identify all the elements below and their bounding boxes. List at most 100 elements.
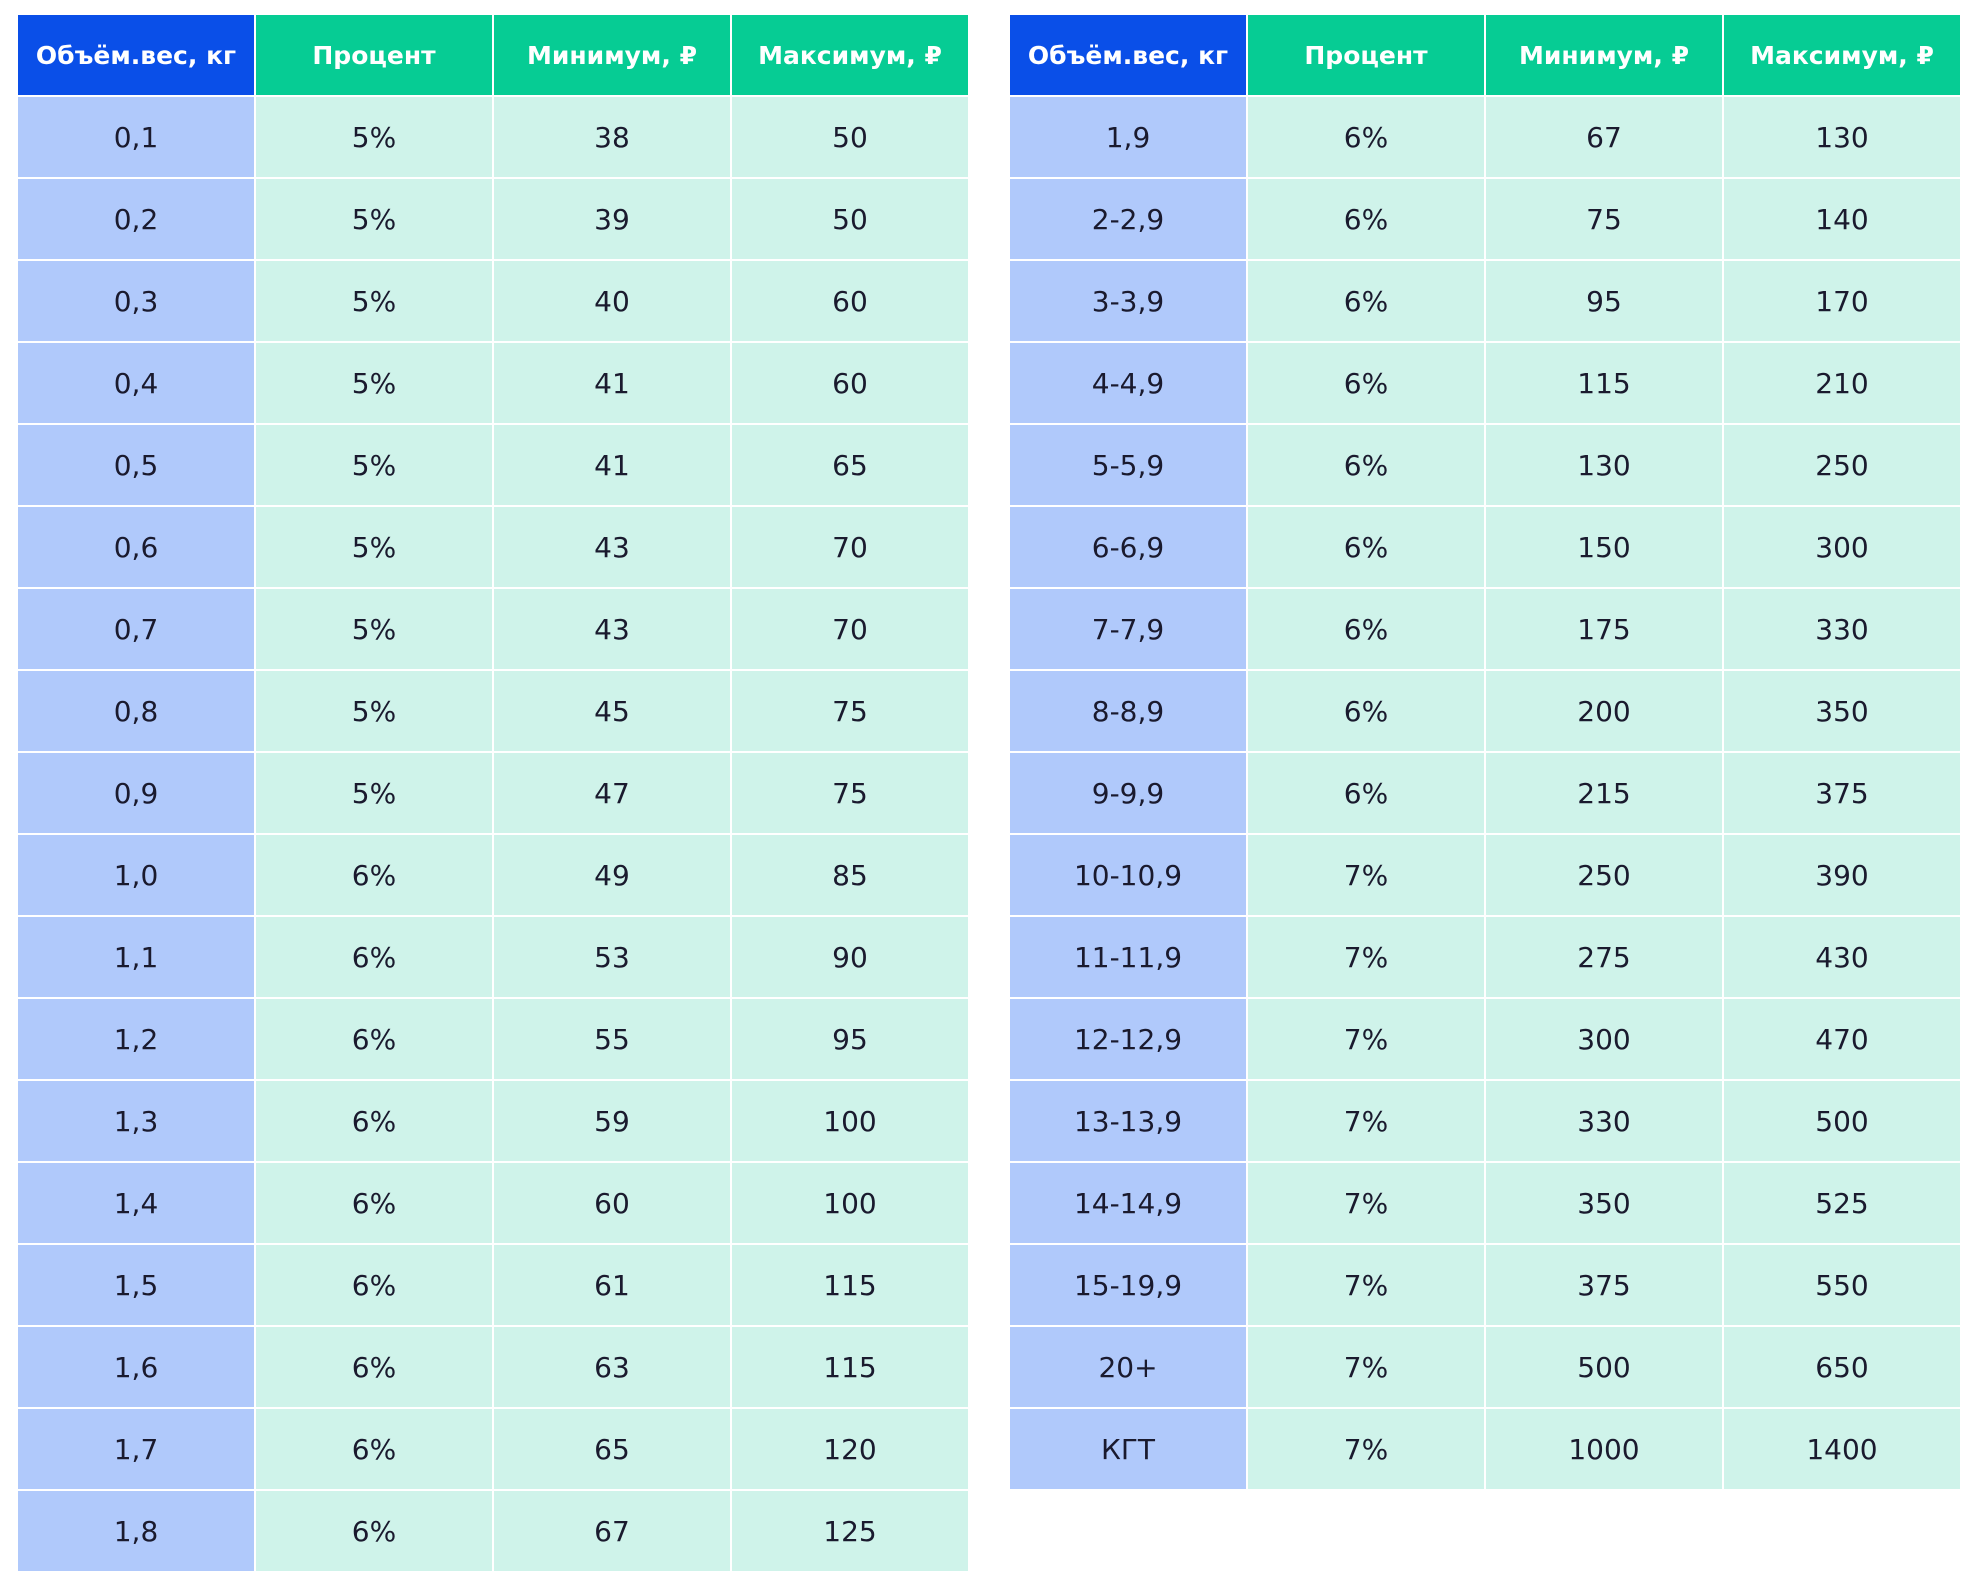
maximum-cell: 120 — [732, 1409, 968, 1489]
table-row: 4-4,9 6% 115 210 — [1010, 343, 1960, 423]
weight-cell: 0,1 — [18, 97, 254, 177]
percent-cell: 6% — [1248, 343, 1484, 423]
minimum-cell: 45 — [494, 671, 730, 751]
maximum-cell: 390 — [1724, 835, 1960, 915]
maximum-cell: 95 — [732, 999, 968, 1079]
table-row: 11-11,9 7% 275 430 — [1010, 917, 1960, 997]
table-row: 1,1 6% 53 90 — [18, 917, 968, 997]
table-row: 13-13,9 7% 330 500 — [1010, 1081, 1960, 1161]
maximum-cell: 125 — [732, 1491, 968, 1571]
percent-cell: 6% — [256, 917, 492, 997]
percent-cell: 6% — [256, 1245, 492, 1325]
minimum-cell: 67 — [1486, 97, 1722, 177]
minimum-cell: 61 — [494, 1245, 730, 1325]
weight-cell: 0,8 — [18, 671, 254, 751]
weight-cell: 1,1 — [18, 917, 254, 997]
weight-cell: 10-10,9 — [1010, 835, 1246, 915]
maximum-cell: 100 — [732, 1163, 968, 1243]
maximum-cell: 525 — [1724, 1163, 1960, 1243]
weight-cell: 7-7,9 — [1010, 589, 1246, 669]
percent-cell: 5% — [256, 97, 492, 177]
maximum-cell: 75 — [732, 753, 968, 833]
minimum-cell: 115 — [1486, 343, 1722, 423]
maximum-cell: 470 — [1724, 999, 1960, 1079]
table-row: 0,3 5% 40 60 — [18, 261, 968, 341]
minimum-cell: 200 — [1486, 671, 1722, 751]
header-minimum: Минимум, ₽ — [494, 15, 730, 95]
percent-cell: 6% — [256, 1081, 492, 1161]
weight-cell: 1,5 — [18, 1245, 254, 1325]
maximum-cell: 170 — [1724, 261, 1960, 341]
header-percent: Процент — [256, 15, 492, 95]
percent-cell: 6% — [1248, 261, 1484, 341]
minimum-cell: 43 — [494, 507, 730, 587]
minimum-cell: 41 — [494, 425, 730, 505]
minimum-cell: 350 — [1486, 1163, 1722, 1243]
weight-cell: 1,6 — [18, 1327, 254, 1407]
rate-table-left: Объём.вес, кг Процент Минимум, ₽ Максимум, … — [16, 13, 970, 1573]
percent-cell: 6% — [256, 835, 492, 915]
percent-cell: 6% — [256, 1491, 492, 1571]
table-row: 6-6,9 6% 150 300 — [1010, 507, 1960, 587]
minimum-cell: 215 — [1486, 753, 1722, 833]
minimum-cell: 300 — [1486, 999, 1722, 1079]
percent-cell: 5% — [256, 589, 492, 669]
table-header: Объём.вес, кг Процент Минимум, ₽ Максимум, … — [18, 15, 968, 95]
percent-cell: 6% — [1248, 507, 1484, 587]
table-row: 8-8,9 6% 200 350 — [1010, 671, 1960, 751]
maximum-cell: 60 — [732, 343, 968, 423]
table-row: 9-9,9 6% 215 375 — [1010, 753, 1960, 833]
table-body: 0,1 5% 38 50 0,2 5% 39 50 0,3 5% 40 60 0,4 5% 41 60 0,5 5… — [18, 97, 968, 1571]
weight-cell: 8-8,9 — [1010, 671, 1246, 751]
minimum-cell: 39 — [494, 179, 730, 259]
minimum-cell: 49 — [494, 835, 730, 915]
weight-cell: 4-4,9 — [1010, 343, 1246, 423]
header-weight: Объём.вес, кг — [18, 15, 254, 95]
percent-cell: 6% — [1248, 671, 1484, 751]
maximum-cell: 115 — [732, 1245, 968, 1325]
maximum-cell: 85 — [732, 835, 968, 915]
minimum-cell: 330 — [1486, 1081, 1722, 1161]
maximum-cell: 65 — [732, 425, 968, 505]
percent-cell: 6% — [1248, 753, 1484, 833]
percent-cell: 6% — [1248, 589, 1484, 669]
maximum-cell: 650 — [1724, 1327, 1960, 1407]
weight-cell: 1,3 — [18, 1081, 254, 1161]
minimum-cell: 150 — [1486, 507, 1722, 587]
percent-cell: 7% — [1248, 1245, 1484, 1325]
table-row: 7-7,9 6% 175 330 — [1010, 589, 1960, 669]
table-row: 0,5 5% 41 65 — [18, 425, 968, 505]
header-maximum: Максимум, ₽ — [1724, 15, 1960, 95]
table-row: 0,2 5% 39 50 — [18, 179, 968, 259]
header-minimum: Минимум, ₽ — [1486, 15, 1722, 95]
weight-cell: КГТ — [1010, 1409, 1246, 1489]
percent-cell: 7% — [1248, 1409, 1484, 1489]
weight-cell: 0,5 — [18, 425, 254, 505]
minimum-cell: 53 — [494, 917, 730, 997]
minimum-cell: 250 — [1486, 835, 1722, 915]
header-row: Объём.вес, кг Процент Минимум, ₽ Максимум, … — [1010, 15, 1960, 95]
minimum-cell: 500 — [1486, 1327, 1722, 1407]
table-row: 1,2 6% 55 95 — [18, 999, 968, 1079]
minimum-cell: 60 — [494, 1163, 730, 1243]
maximum-cell: 1400 — [1724, 1409, 1960, 1489]
weight-cell: 1,7 — [18, 1409, 254, 1489]
table-row: 15-19,9 7% 375 550 — [1010, 1245, 1960, 1325]
table-row: 0,6 5% 43 70 — [18, 507, 968, 587]
weight-cell: 14-14,9 — [1010, 1163, 1246, 1243]
rate-table-right: Объём.вес, кг Процент Минимум, ₽ Максимум, … — [1008, 13, 1962, 1491]
percent-cell: 7% — [1248, 917, 1484, 997]
weight-cell: 3-3,9 — [1010, 261, 1246, 341]
weight-cell: 1,2 — [18, 999, 254, 1079]
weight-cell: 0,7 — [18, 589, 254, 669]
maximum-cell: 500 — [1724, 1081, 1960, 1161]
header-percent: Процент — [1248, 15, 1484, 95]
minimum-cell: 47 — [494, 753, 730, 833]
table-row: 0,9 5% 47 75 — [18, 753, 968, 833]
header-row: Объём.вес, кг Процент Минимум, ₽ Максимум, … — [18, 15, 968, 95]
minimum-cell: 55 — [494, 999, 730, 1079]
table-row: 1,3 6% 59 100 — [18, 1081, 968, 1161]
weight-cell: 5-5,9 — [1010, 425, 1246, 505]
table-row: 2-2,9 6% 75 140 — [1010, 179, 1960, 259]
table-row: КГТ 7% 1000 1400 — [1010, 1409, 1960, 1489]
